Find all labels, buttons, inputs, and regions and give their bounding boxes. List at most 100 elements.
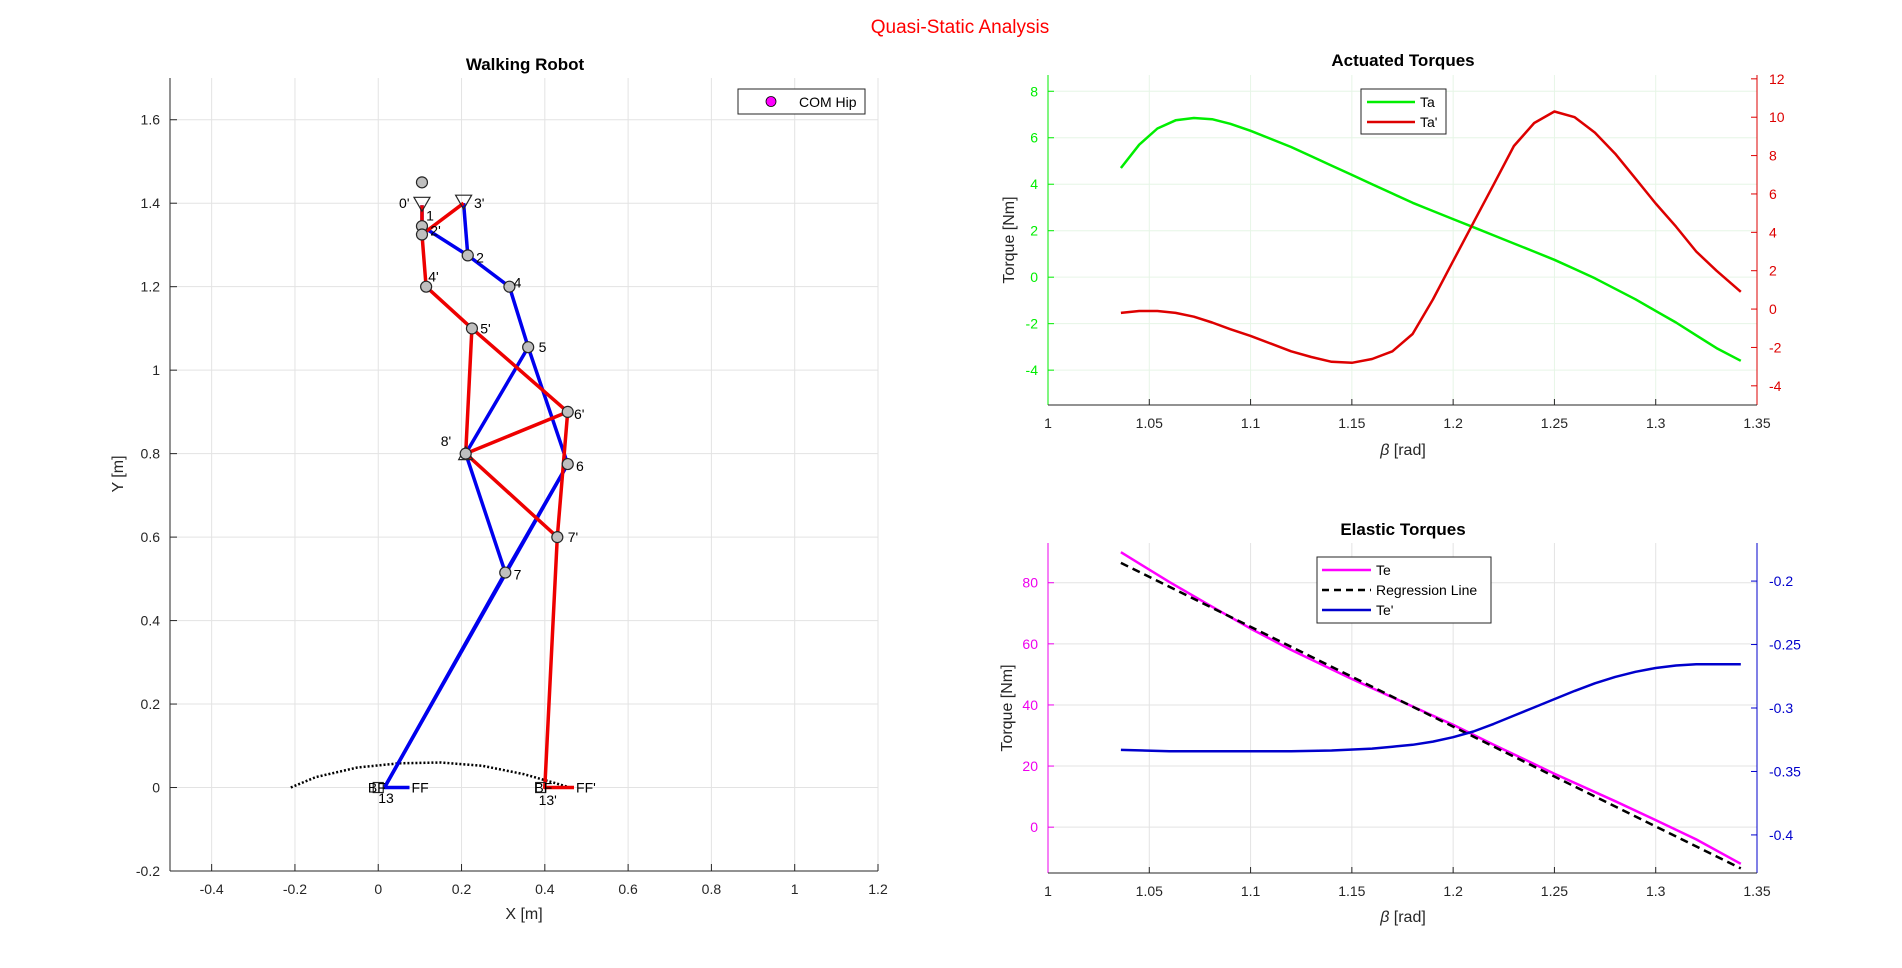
joint-label: 0' xyxy=(399,195,409,211)
joint-label: 7' xyxy=(568,529,578,545)
red-leg-link xyxy=(543,537,574,790)
joint-label: 4' xyxy=(428,268,438,284)
act-left-tick-label: 0 xyxy=(1030,269,1038,285)
act-xtick-label: 1.25 xyxy=(1541,415,1568,431)
el-xtick-label: 1.25 xyxy=(1541,883,1568,899)
joint-label: FF xyxy=(412,780,429,796)
elastic-legend-tep-label: Te' xyxy=(1376,602,1393,618)
act-xtick-label: 1 xyxy=(1044,415,1052,431)
el-left-tick-label: 0 xyxy=(1030,819,1038,835)
actuated-xlabel-symbol: β xyxy=(1379,442,1389,459)
joint-label: 8' xyxy=(441,433,451,449)
joint-label: 6' xyxy=(574,406,584,422)
el-xtick-label: 1 xyxy=(1044,883,1052,899)
el-right-tick-label: -0.35 xyxy=(1769,763,1801,779)
joint-label: FF' xyxy=(576,780,596,796)
el-right-tick-label: -0.4 xyxy=(1769,827,1793,843)
robot-xtick-label: 1 xyxy=(791,881,799,897)
joint-label: 1 xyxy=(426,208,434,224)
el-left-tick-label: 20 xyxy=(1022,758,1038,774)
joint-marker xyxy=(415,176,429,189)
robot-ytick-label: 1 xyxy=(152,362,160,378)
red-leg-link xyxy=(420,201,465,236)
actuated-content xyxy=(1119,110,1742,365)
joint-marker xyxy=(551,531,564,544)
actuated-xlabel: β [rad] xyxy=(1379,442,1426,459)
act-left-tick-label: -2 xyxy=(1026,316,1039,332)
act-right-tick-label: 12 xyxy=(1769,71,1785,87)
act-right-tick-label: -2 xyxy=(1769,339,1782,355)
red-leg-link xyxy=(420,205,570,539)
act-xtick-label: 1.35 xyxy=(1743,415,1770,431)
robot-ytick-label: 1.6 xyxy=(141,112,161,128)
robot-ylabel: Y [m] xyxy=(110,455,127,492)
joint-marker xyxy=(420,280,433,293)
robot-ytick-label: 1.2 xyxy=(141,279,161,295)
robot-ytick-label: 1.4 xyxy=(141,195,161,211)
joint-marker xyxy=(522,341,535,354)
act-left-tick-label: -4 xyxy=(1026,362,1039,378)
robot-panel: Walking Robot 0'13'2'244'5'56'8'67'7BF FF… xyxy=(110,55,888,923)
act-xtick-label: 1.2 xyxy=(1443,415,1463,431)
elastic-title: Elastic Torques xyxy=(1340,520,1465,539)
el-series-line-2 xyxy=(1120,662,1741,753)
robot-plot-area xyxy=(170,78,878,871)
joint-marker xyxy=(465,322,479,335)
act-right-tick-label: 2 xyxy=(1769,263,1777,279)
el-right-tick-label: -0.3 xyxy=(1769,700,1793,716)
el-xtick-label: 1.15 xyxy=(1338,883,1365,899)
act-right-tick-label: -4 xyxy=(1769,378,1782,394)
elastic-panel: Elastic Torques 1 1.05 1.1 1.15 1.2 1.25 1.3 1.… xyxy=(999,520,1801,926)
elastic-content xyxy=(1120,551,1742,870)
actuated-legend-ta-label: Ta xyxy=(1420,94,1435,110)
act-left-tick-label: 8 xyxy=(1030,83,1038,99)
foot-marker xyxy=(372,781,384,794)
foot-marker xyxy=(535,781,547,794)
act-left-tick-label: 6 xyxy=(1030,130,1038,146)
joint-label: 2 xyxy=(476,249,484,265)
robot-legend-label: COM Hip xyxy=(799,94,857,110)
joint-marker xyxy=(461,249,474,262)
robot-xtick-label: -0.2 xyxy=(283,881,307,897)
act-right-tick-label: 0 xyxy=(1769,301,1777,317)
act-left-tick-label: 4 xyxy=(1030,176,1038,192)
robot-ytick-label: 0.6 xyxy=(141,529,161,545)
act-xtick-label: 1.1 xyxy=(1241,415,1261,431)
el-xtick-label: 1.2 xyxy=(1443,883,1463,899)
joint-label: 2' xyxy=(430,222,440,238)
elastic-legend-te-label: Te xyxy=(1376,562,1391,578)
joint-label: 13' xyxy=(539,792,557,808)
act-right-tick-label: 6 xyxy=(1769,186,1777,202)
act-series-line-1 xyxy=(1120,110,1742,365)
elastic-xlabel-symbol: β xyxy=(1379,909,1389,926)
act-left-tick-label: 2 xyxy=(1030,223,1038,239)
actuated-title: Actuated Torques xyxy=(1331,51,1474,70)
robot-axes: -0.4 -0.2 0 0.2 0.4 0.6 0.8 1 1.2 -0.2 0 0.2 0.4 0.6 0… xyxy=(136,78,888,897)
robot-ytick-label: 0.2 xyxy=(141,696,161,712)
robot-xtick-label: 0.8 xyxy=(702,881,722,897)
el-xtick-label: 1.1 xyxy=(1241,883,1261,899)
com-hip-legend-marker xyxy=(765,96,777,107)
robot-ytick-label: 0 xyxy=(152,780,160,796)
actuated-legend-box xyxy=(1360,88,1447,135)
robot-xtick-label: 0.4 xyxy=(535,881,555,897)
joint-label: BF xyxy=(534,780,552,796)
actuated-xlabel-unit: [rad] xyxy=(1389,442,1425,459)
el-xtick-label: 1.05 xyxy=(1136,883,1163,899)
robot-ytick-label: -0.2 xyxy=(136,863,160,879)
act-xtick-label: 1.05 xyxy=(1136,415,1163,431)
actuated-panel: Actuated Torques 1 1.05 1.1 1.15 1.2 1.25 1.3 1… xyxy=(1001,51,1785,459)
robot-ytick-label: 0.8 xyxy=(141,446,161,462)
robot-ytick-label: 0.4 xyxy=(141,613,161,629)
actuated-ylabel: Torque [Nm] xyxy=(1001,196,1018,283)
robot-legend: COM Hip xyxy=(737,88,866,115)
joint-marker xyxy=(561,405,574,418)
el-series-line-1 xyxy=(1120,561,1742,870)
actuated-legend: Ta Ta' xyxy=(1360,88,1447,135)
robot-title: Walking Robot xyxy=(466,55,585,74)
elastic-ylabel: Torque [Nm] xyxy=(999,664,1016,751)
actuated-legend-tap-label: Ta' xyxy=(1420,114,1437,130)
figure-title: Quasi-Static Analysis xyxy=(871,17,1049,38)
el-left-tick-label: 40 xyxy=(1022,697,1038,713)
